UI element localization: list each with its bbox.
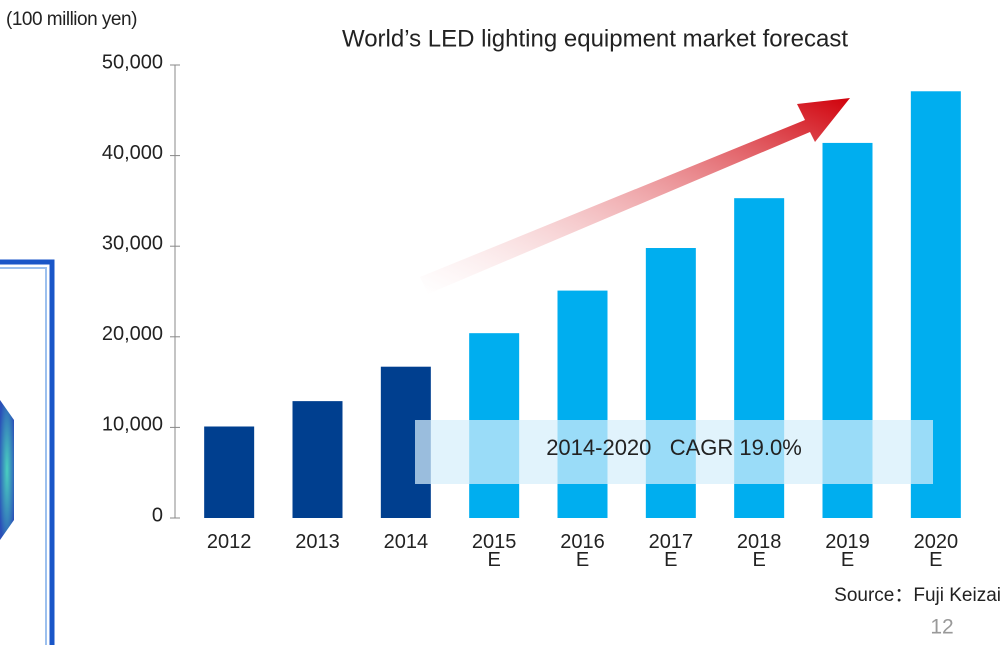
page-number: 12 [930,616,953,639]
x-tick-label: 2013 [295,531,340,553]
x-tick-label: 2020 E [913,531,959,571]
chart-title: World’s LED lighting equipment market fo… [342,25,848,52]
annotation: 2014-2020 CAGR 19.0% [546,435,802,460]
y-tick-label: 30,000 [102,232,163,254]
y-tick-label: 10,000 [102,414,163,436]
x-tick-label: 2018 E [736,531,782,571]
y-tick-label: 0 [152,504,163,526]
plot-area: 0 10,000 20,000 30,000 40,000 50,000 [102,51,961,526]
x-tick-label: 2012 [206,531,252,553]
x-tick-label: 2016 E [560,531,605,571]
y-axis-label: (100 million yen) [6,9,137,30]
annotation-box [415,420,933,484]
x-tick-label: 2015 E [471,531,517,571]
y-tick-label: 40,000 [102,142,163,164]
x-tick-label: 2019 E [825,531,870,571]
bar [292,401,343,518]
left-panel-fragment [0,259,55,645]
y-tick-label: 20,000 [102,323,163,345]
y-tick-label: 50,000 [102,51,163,73]
bar [204,426,255,518]
source: Source：Fuji Keizai [834,585,1001,606]
trend-arrow [420,98,850,294]
x-tick-label: 2017 E [648,531,694,571]
x-tick-label: 2014 [383,531,429,553]
